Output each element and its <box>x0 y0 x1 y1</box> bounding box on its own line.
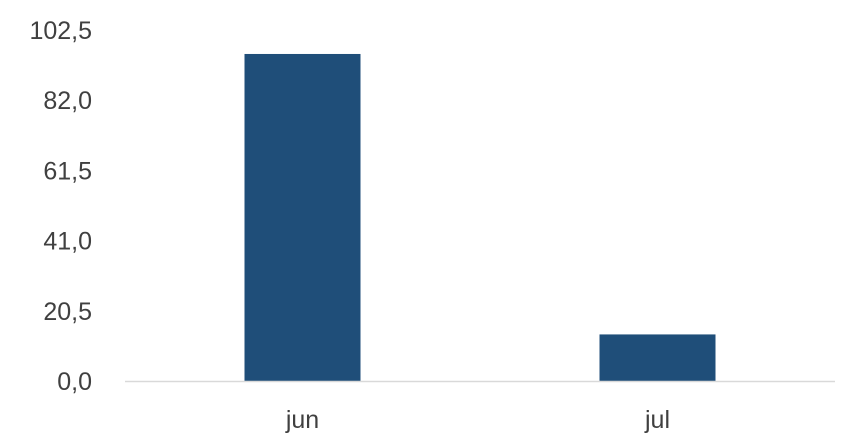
y-tick-label: 102,5 <box>29 17 92 45</box>
bars <box>244 53 716 381</box>
bar-jun <box>244 53 361 381</box>
x-tick-label-jun: jun <box>285 406 319 434</box>
y-tick-label: 41,0 <box>43 228 92 256</box>
y-tick-label: 20,5 <box>43 298 92 326</box>
x-axis-tick-labels: jun jul <box>285 406 670 434</box>
y-axis-tick-labels: 0,0 20,5 41,0 61,5 82,0 102,5 <box>29 17 92 396</box>
y-tick-label: 82,0 <box>43 87 92 115</box>
y-tick-label: 61,5 <box>43 157 92 185</box>
bar-jul <box>599 334 716 381</box>
x-tick-label-jul: jul <box>644 406 670 434</box>
y-tick-label: 0,0 <box>57 368 92 396</box>
